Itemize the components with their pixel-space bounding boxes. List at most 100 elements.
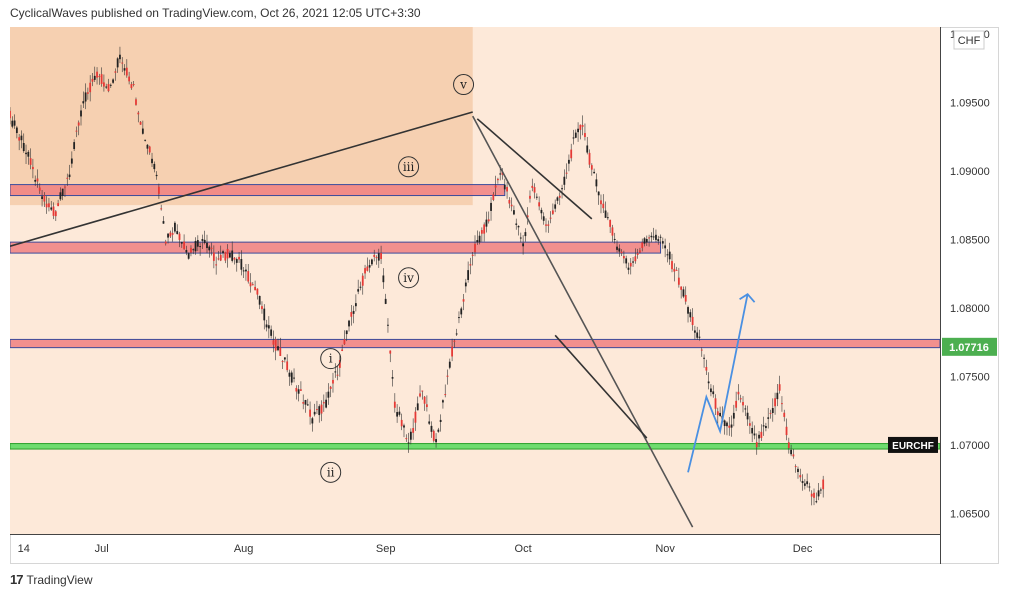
candle-body xyxy=(531,185,534,188)
candle-body xyxy=(547,224,550,226)
candle-body xyxy=(151,158,153,164)
y-tick-label: 1.09000 xyxy=(950,166,990,178)
candle-body xyxy=(538,202,541,207)
candle-body xyxy=(164,241,167,244)
candle-body xyxy=(178,233,181,240)
candle-body xyxy=(196,240,199,247)
candle-body xyxy=(82,101,85,104)
candle-body xyxy=(54,211,57,217)
candle-body xyxy=(247,271,250,282)
candle-body xyxy=(311,418,314,424)
candle-body xyxy=(212,252,215,261)
candle-body xyxy=(819,489,822,491)
candle-body xyxy=(577,128,579,133)
candle-body xyxy=(687,307,689,314)
candle-body xyxy=(245,269,247,272)
candle-body xyxy=(519,237,522,239)
candle-body xyxy=(464,282,467,287)
candle-body xyxy=(444,394,447,396)
price-chart[interactable]: viiiiviii1.100001.095001.090001.085001.0… xyxy=(10,27,999,564)
candle-body xyxy=(32,166,34,170)
candle-body xyxy=(783,412,786,417)
candle-body xyxy=(439,419,442,422)
candle-body xyxy=(229,253,231,258)
candle-body xyxy=(73,142,76,150)
candle-body xyxy=(91,78,94,82)
candle-body xyxy=(691,316,694,325)
candle-body xyxy=(144,139,147,141)
candle-body xyxy=(790,449,793,455)
candle-body xyxy=(119,54,121,60)
candle-body xyxy=(742,402,744,406)
y-tick-label: 1.08500 xyxy=(950,234,990,246)
wave-label: v xyxy=(453,74,475,96)
candle-body xyxy=(730,424,733,428)
candle-body xyxy=(224,252,227,261)
candle-body xyxy=(760,431,763,438)
candle-body xyxy=(556,197,559,201)
wave-label-circle xyxy=(320,461,342,483)
y-tick-label: 1.09500 xyxy=(950,97,990,109)
candle-body xyxy=(389,350,392,354)
candle-body xyxy=(611,227,614,236)
candle-body xyxy=(132,84,135,86)
candle-body xyxy=(155,174,158,177)
candle-body xyxy=(522,243,525,247)
candle-body xyxy=(659,236,662,238)
candle-body xyxy=(366,266,369,271)
candle-body xyxy=(551,210,554,214)
candle-body xyxy=(815,501,818,503)
candle-body xyxy=(460,308,463,315)
candle-body xyxy=(632,261,634,263)
x-tick-label: Dec xyxy=(793,543,813,555)
candle-body xyxy=(778,384,781,391)
candle-body xyxy=(148,146,151,153)
candle-body xyxy=(157,186,160,194)
candle-body xyxy=(187,253,190,259)
candle-body xyxy=(233,257,236,260)
candle-body xyxy=(480,230,483,234)
y-tick-label: 1.08000 xyxy=(950,303,990,315)
candle-body xyxy=(84,92,87,102)
candle-body xyxy=(652,236,655,238)
candle-body xyxy=(100,74,103,84)
candle-body xyxy=(265,324,268,328)
candle-body xyxy=(96,71,98,78)
candle-body xyxy=(391,377,394,379)
candle-body xyxy=(279,347,282,356)
candle-body xyxy=(586,145,589,153)
candle-body xyxy=(125,67,128,76)
candle-body xyxy=(561,188,563,190)
candle-body xyxy=(574,132,577,138)
candle-body xyxy=(176,231,179,235)
candle-body xyxy=(238,256,240,260)
candle-body xyxy=(77,122,80,126)
candle-body xyxy=(584,133,586,138)
candle-body xyxy=(192,249,195,251)
candle-body xyxy=(629,262,632,267)
resistance-zone xyxy=(10,241,662,254)
candle-body xyxy=(675,269,678,271)
candle-body xyxy=(352,310,355,314)
candle-body xyxy=(36,178,39,182)
candle-body xyxy=(627,267,630,270)
candle-body xyxy=(219,254,222,261)
candle-body xyxy=(174,222,176,232)
wave-label-text: i xyxy=(329,352,333,366)
candle-body xyxy=(483,224,486,234)
candle-body xyxy=(700,349,703,351)
candle-body xyxy=(469,264,472,266)
candle-body xyxy=(57,203,60,207)
candle-body xyxy=(22,143,25,152)
candle-body xyxy=(430,425,433,432)
publish-line: CyclicalWaves published on TradingView.c… xyxy=(10,6,421,20)
candle-body xyxy=(540,209,543,214)
candle-body xyxy=(499,173,502,175)
candle-body xyxy=(263,308,266,321)
candle-body xyxy=(545,224,547,226)
candle-body xyxy=(732,412,735,419)
candle-body xyxy=(283,357,286,360)
wave-label-circle xyxy=(320,348,342,370)
candle-body xyxy=(806,481,809,485)
x-tick-label: Jul xyxy=(95,543,109,555)
